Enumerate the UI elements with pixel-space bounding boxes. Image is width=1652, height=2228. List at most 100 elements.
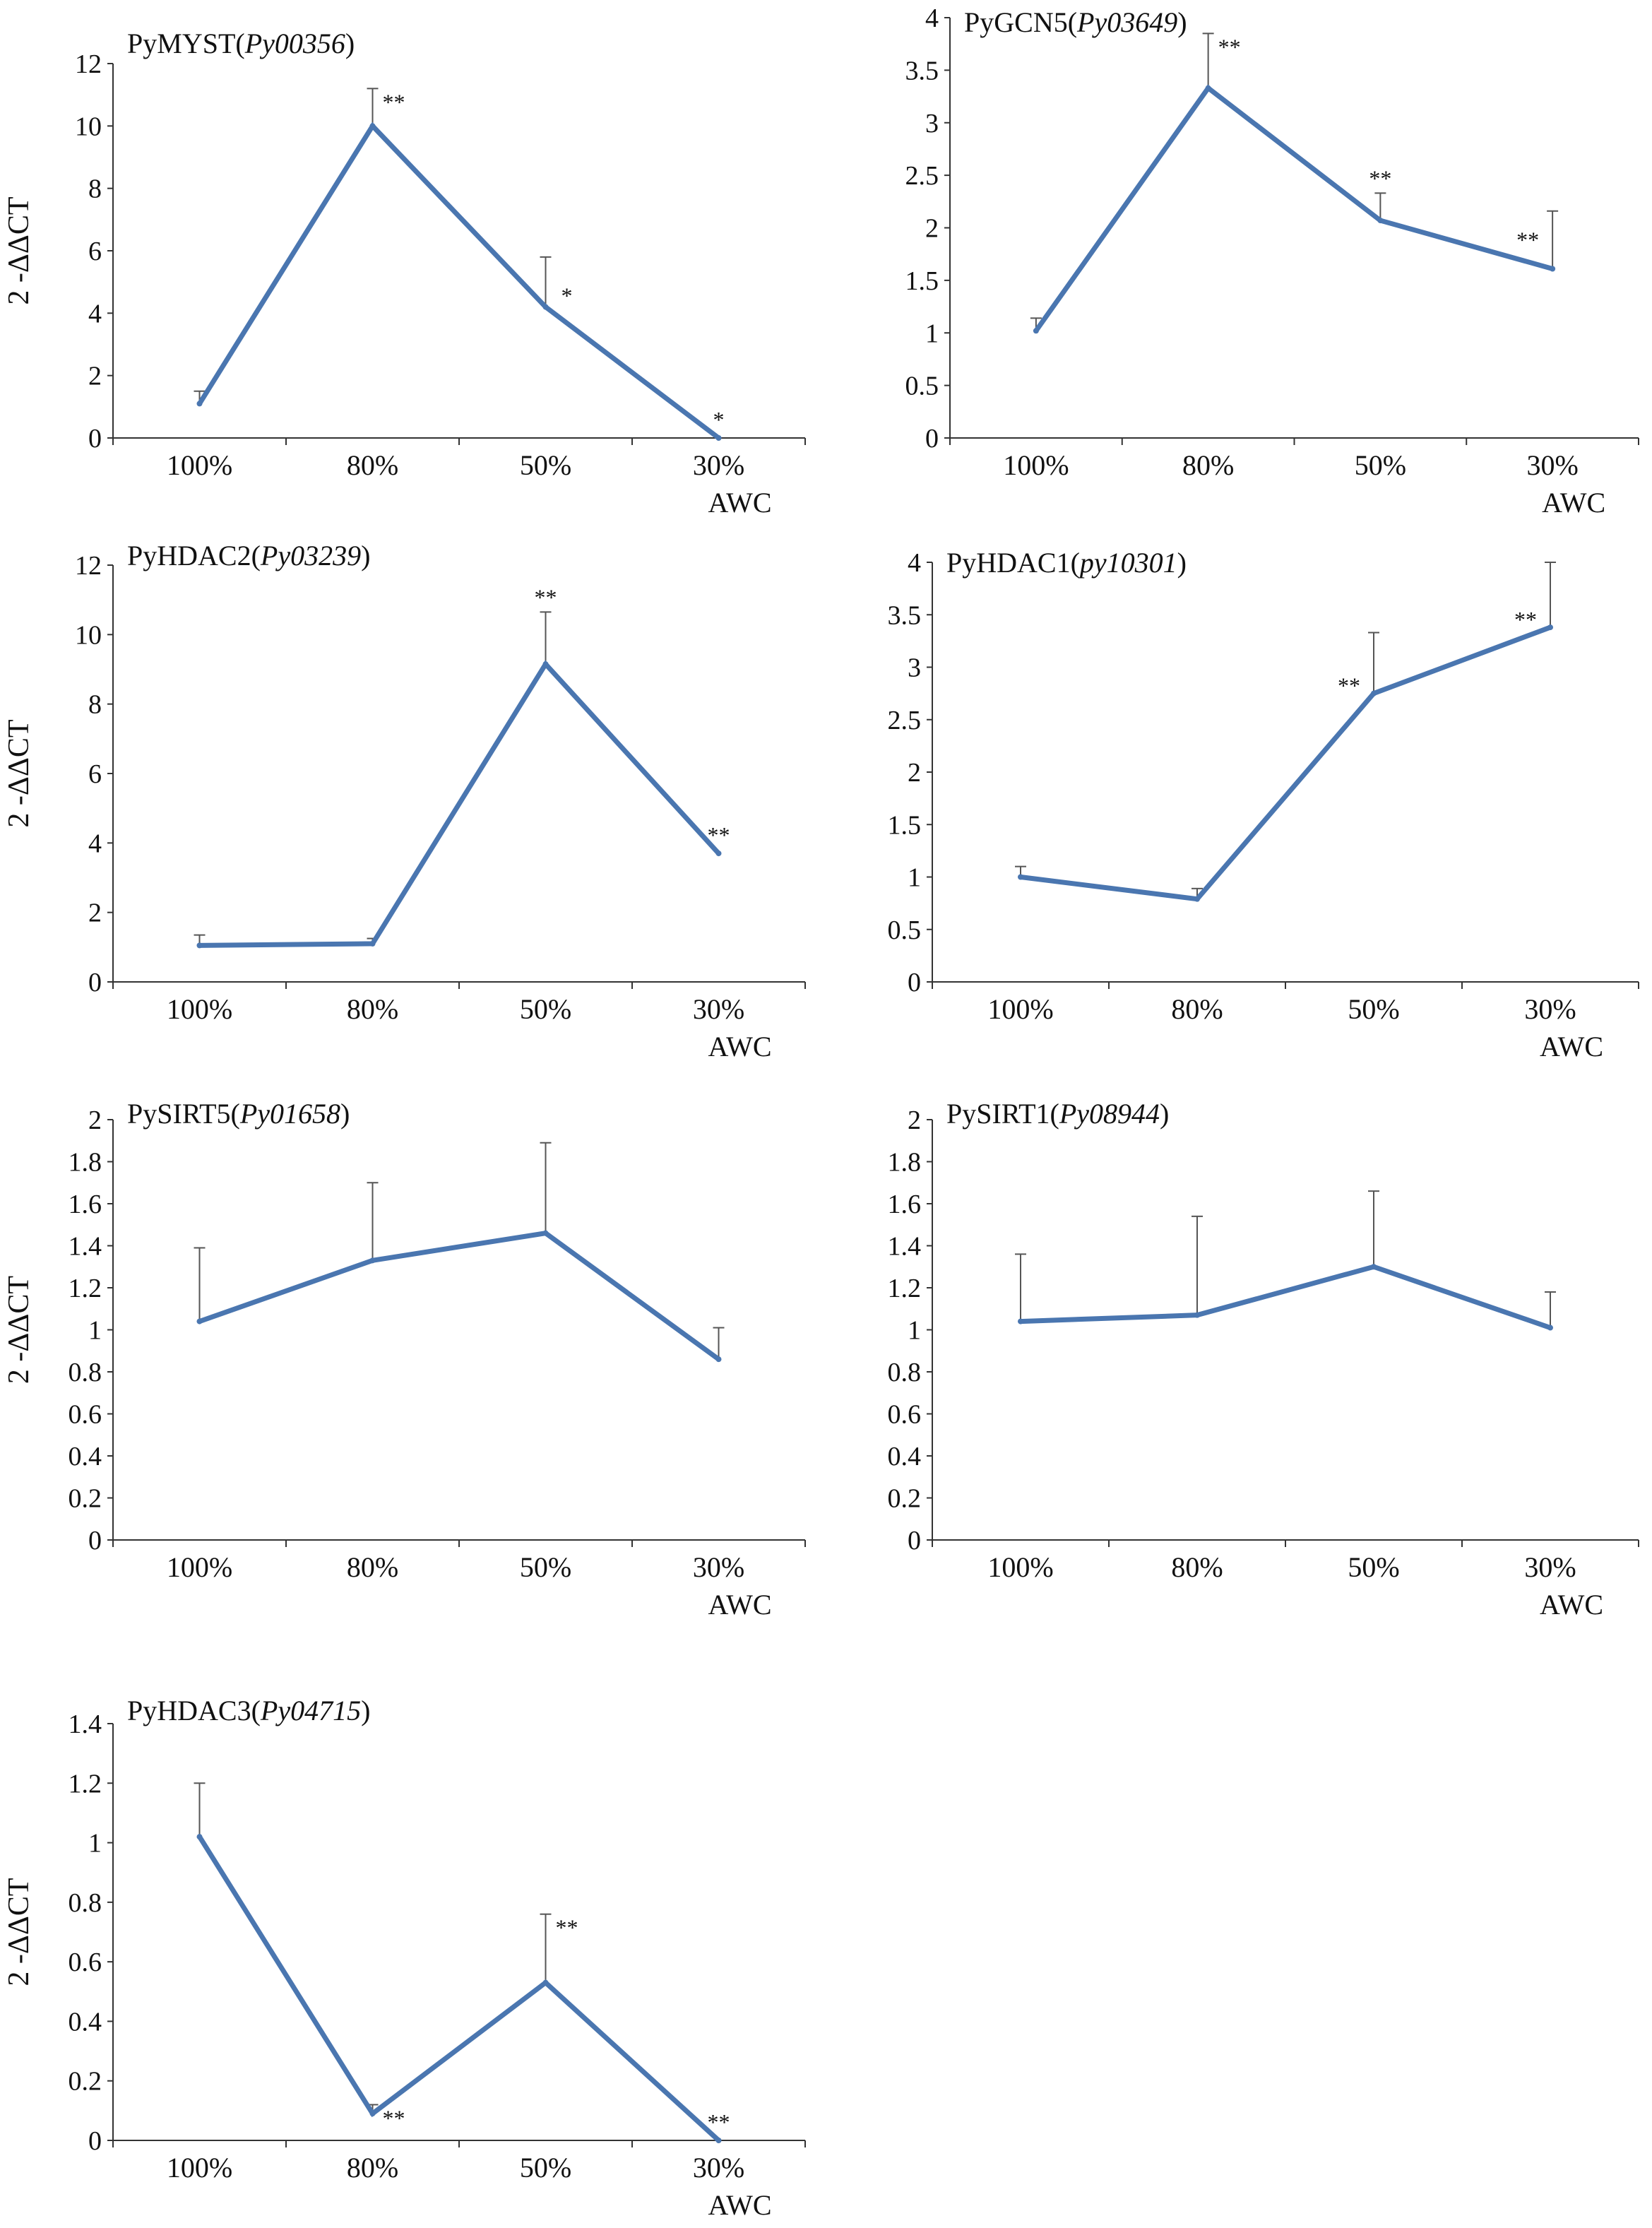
y-tick-label: 1.4 bbox=[69, 1232, 102, 1262]
y-tick-label: 1.2 bbox=[888, 1274, 922, 1303]
significance-mark: ** bbox=[1338, 673, 1360, 699]
y-tick-label: 0.6 bbox=[69, 1400, 102, 1430]
data-point bbox=[369, 123, 376, 129]
y-tick-label: 6 bbox=[88, 237, 102, 266]
y-tick-label: 10 bbox=[75, 112, 102, 141]
title-gene: py10301 bbox=[1078, 547, 1177, 579]
x-tick-label: 50% bbox=[1355, 449, 1406, 481]
y-tick-label: 1.5 bbox=[905, 266, 939, 296]
data-point bbox=[369, 940, 376, 947]
y-tick-label: 2.5 bbox=[905, 161, 939, 191]
y-tick-label: 1 bbox=[925, 319, 939, 348]
chart-title: PySIRT1(Py08944) bbox=[946, 1098, 1169, 1130]
x-axis-label: AWC bbox=[1540, 1031, 1603, 1062]
data-point bbox=[196, 401, 203, 407]
y-tick-label: 8 bbox=[88, 690, 102, 720]
title-end: ) bbox=[345, 28, 355, 59]
title-end: ) bbox=[361, 1695, 370, 1726]
y-tick-label: 0 bbox=[88, 424, 102, 454]
series-line bbox=[1034, 84, 1554, 333]
data-point bbox=[1194, 1312, 1200, 1318]
chart-pygcn5: PyGCN5(Py03649) 0 0.5 1 1.5 2 2.5 3 3.5 4 100% 80% 5… bbox=[826, 0, 1646, 530]
x-axis-label: AWC bbox=[708, 1589, 771, 1620]
significance-mark: ** bbox=[556, 1915, 578, 1940]
title-end: ) bbox=[1160, 1098, 1169, 1130]
y-tick-label: 12 bbox=[75, 551, 102, 581]
title-gene: Py04715 bbox=[260, 1695, 361, 1726]
y-tick-label: 0 bbox=[88, 968, 102, 997]
data-point bbox=[1205, 85, 1211, 91]
chart-title: PyHDAC3(Py04715) bbox=[127, 1695, 370, 1726]
y-tick-label: 0.6 bbox=[888, 1400, 922, 1430]
x-axis-label: AWC bbox=[708, 487, 771, 519]
title-end: ) bbox=[361, 540, 370, 571]
title-main: PyHDAC2( bbox=[127, 540, 261, 571]
significance-mark: ** bbox=[1218, 34, 1241, 59]
x-tick-label: 30% bbox=[693, 993, 744, 1025]
significance-mark: * bbox=[713, 407, 725, 432]
chart-svg: PyGCN5(Py03649) 0 0.5 1 1.5 2 2.5 3 3.5 4 100% 80% 5… bbox=[905, 4, 1639, 519]
y-tick-label: 1.2 bbox=[69, 1274, 102, 1303]
x-axis-label: AWC bbox=[1540, 1589, 1603, 1620]
y-tick-label: 10 bbox=[75, 620, 102, 650]
x-tick-label: 80% bbox=[347, 449, 398, 481]
x-tick-label: 100% bbox=[167, 993, 232, 1025]
x-tick-label: 100% bbox=[167, 449, 232, 481]
data-point bbox=[715, 851, 722, 857]
chart-pysirt1: PySIRT1(Py08944) 0 0.2 0.4 0.6 0.8 1 1.2 1.4 1.6 1… bbox=[826, 1088, 1646, 1632]
y-tick-label: 3.5 bbox=[905, 56, 939, 85]
chart-pyhdac3: PyHDAC3(Py04715) 0 0.2 0.4 0.6 0.8 1 1.2 1.4 100%… bbox=[0, 1688, 819, 2225]
significance-mark: ** bbox=[383, 89, 405, 114]
data-point bbox=[715, 2138, 722, 2143]
y-tick-label: 0.4 bbox=[888, 1442, 922, 1471]
y-tick-label: 3 bbox=[908, 653, 921, 683]
title-main: PyHDAC1( bbox=[946, 547, 1080, 579]
y-tick-label: 1 bbox=[88, 1829, 102, 1859]
y-tick-label: 0 bbox=[908, 1526, 921, 1556]
chart-title: PyMYST(Py00356) bbox=[127, 28, 355, 59]
y-tick-label: 0.5 bbox=[888, 916, 922, 945]
x-tick-label: 80% bbox=[1171, 993, 1223, 1025]
series-line bbox=[199, 660, 721, 948]
x-tick-label: 100% bbox=[987, 993, 1053, 1025]
data-point bbox=[542, 304, 549, 310]
title-end: ) bbox=[1177, 6, 1187, 38]
data-point bbox=[542, 661, 549, 668]
x-tick-label: 80% bbox=[347, 2152, 398, 2183]
chart-pymyst: PyMYST(Py00356) 0 2 4 6 8 10 12 100% 80% 50% 30% AWC… bbox=[0, 0, 819, 530]
chart-svg: PySIRT1(Py08944) 0 0.2 0.4 0.6 0.8 1 1.2 1.4 1.6 1… bbox=[888, 1098, 1639, 1620]
y-tick-label: 2 bbox=[925, 214, 939, 244]
y-tick-label: 0.2 bbox=[888, 1484, 922, 1514]
series-line bbox=[198, 1230, 720, 1361]
series-line bbox=[197, 1835, 720, 2143]
y-tick-label: 1.8 bbox=[69, 1148, 102, 1178]
x-tick-label: 30% bbox=[693, 2152, 744, 2183]
y-tick-label: 0.8 bbox=[69, 1888, 102, 1918]
y-tick-label: 0.2 bbox=[69, 2067, 102, 2097]
y-tick-label: 4 bbox=[908, 548, 921, 578]
title-main: PyMYST( bbox=[127, 28, 245, 59]
data-point bbox=[542, 1230, 549, 1236]
x-axis-label: AWC bbox=[708, 1031, 771, 1062]
title-main: PySIRT1( bbox=[946, 1098, 1059, 1130]
y-tick-label: 0.5 bbox=[905, 372, 939, 401]
data-point bbox=[196, 1318, 203, 1325]
data-point bbox=[715, 435, 722, 441]
y-tick-label: 3 bbox=[925, 109, 939, 138]
y-axis-label: 2 -ΔΔCT bbox=[3, 1878, 35, 1986]
y-tick-label: 0.6 bbox=[69, 1948, 102, 1977]
y-tick-label: 0.8 bbox=[888, 1358, 922, 1387]
x-tick-label: 50% bbox=[1348, 993, 1399, 1025]
y-axis-label: 2 -ΔΔCT bbox=[3, 196, 35, 304]
title-gene: Py00356 bbox=[244, 28, 345, 59]
data-point bbox=[1550, 266, 1556, 272]
chart-pyhdac2: PyHDAC2(Py03239) 0 2 4 6 8 10 12 100% 80% 50% 30% AW… bbox=[0, 537, 819, 1081]
y-tick-label: 1 bbox=[908, 863, 921, 893]
significance-mark: ** bbox=[535, 584, 557, 610]
y-axis-label: 2 -ΔΔCT bbox=[3, 1276, 35, 1384]
significance-mark: ** bbox=[1514, 607, 1537, 632]
series-line bbox=[197, 122, 720, 440]
y-tick-label: 0 bbox=[88, 2126, 102, 2156]
y-tick-label: 4 bbox=[88, 299, 102, 328]
data-point bbox=[1018, 874, 1023, 880]
